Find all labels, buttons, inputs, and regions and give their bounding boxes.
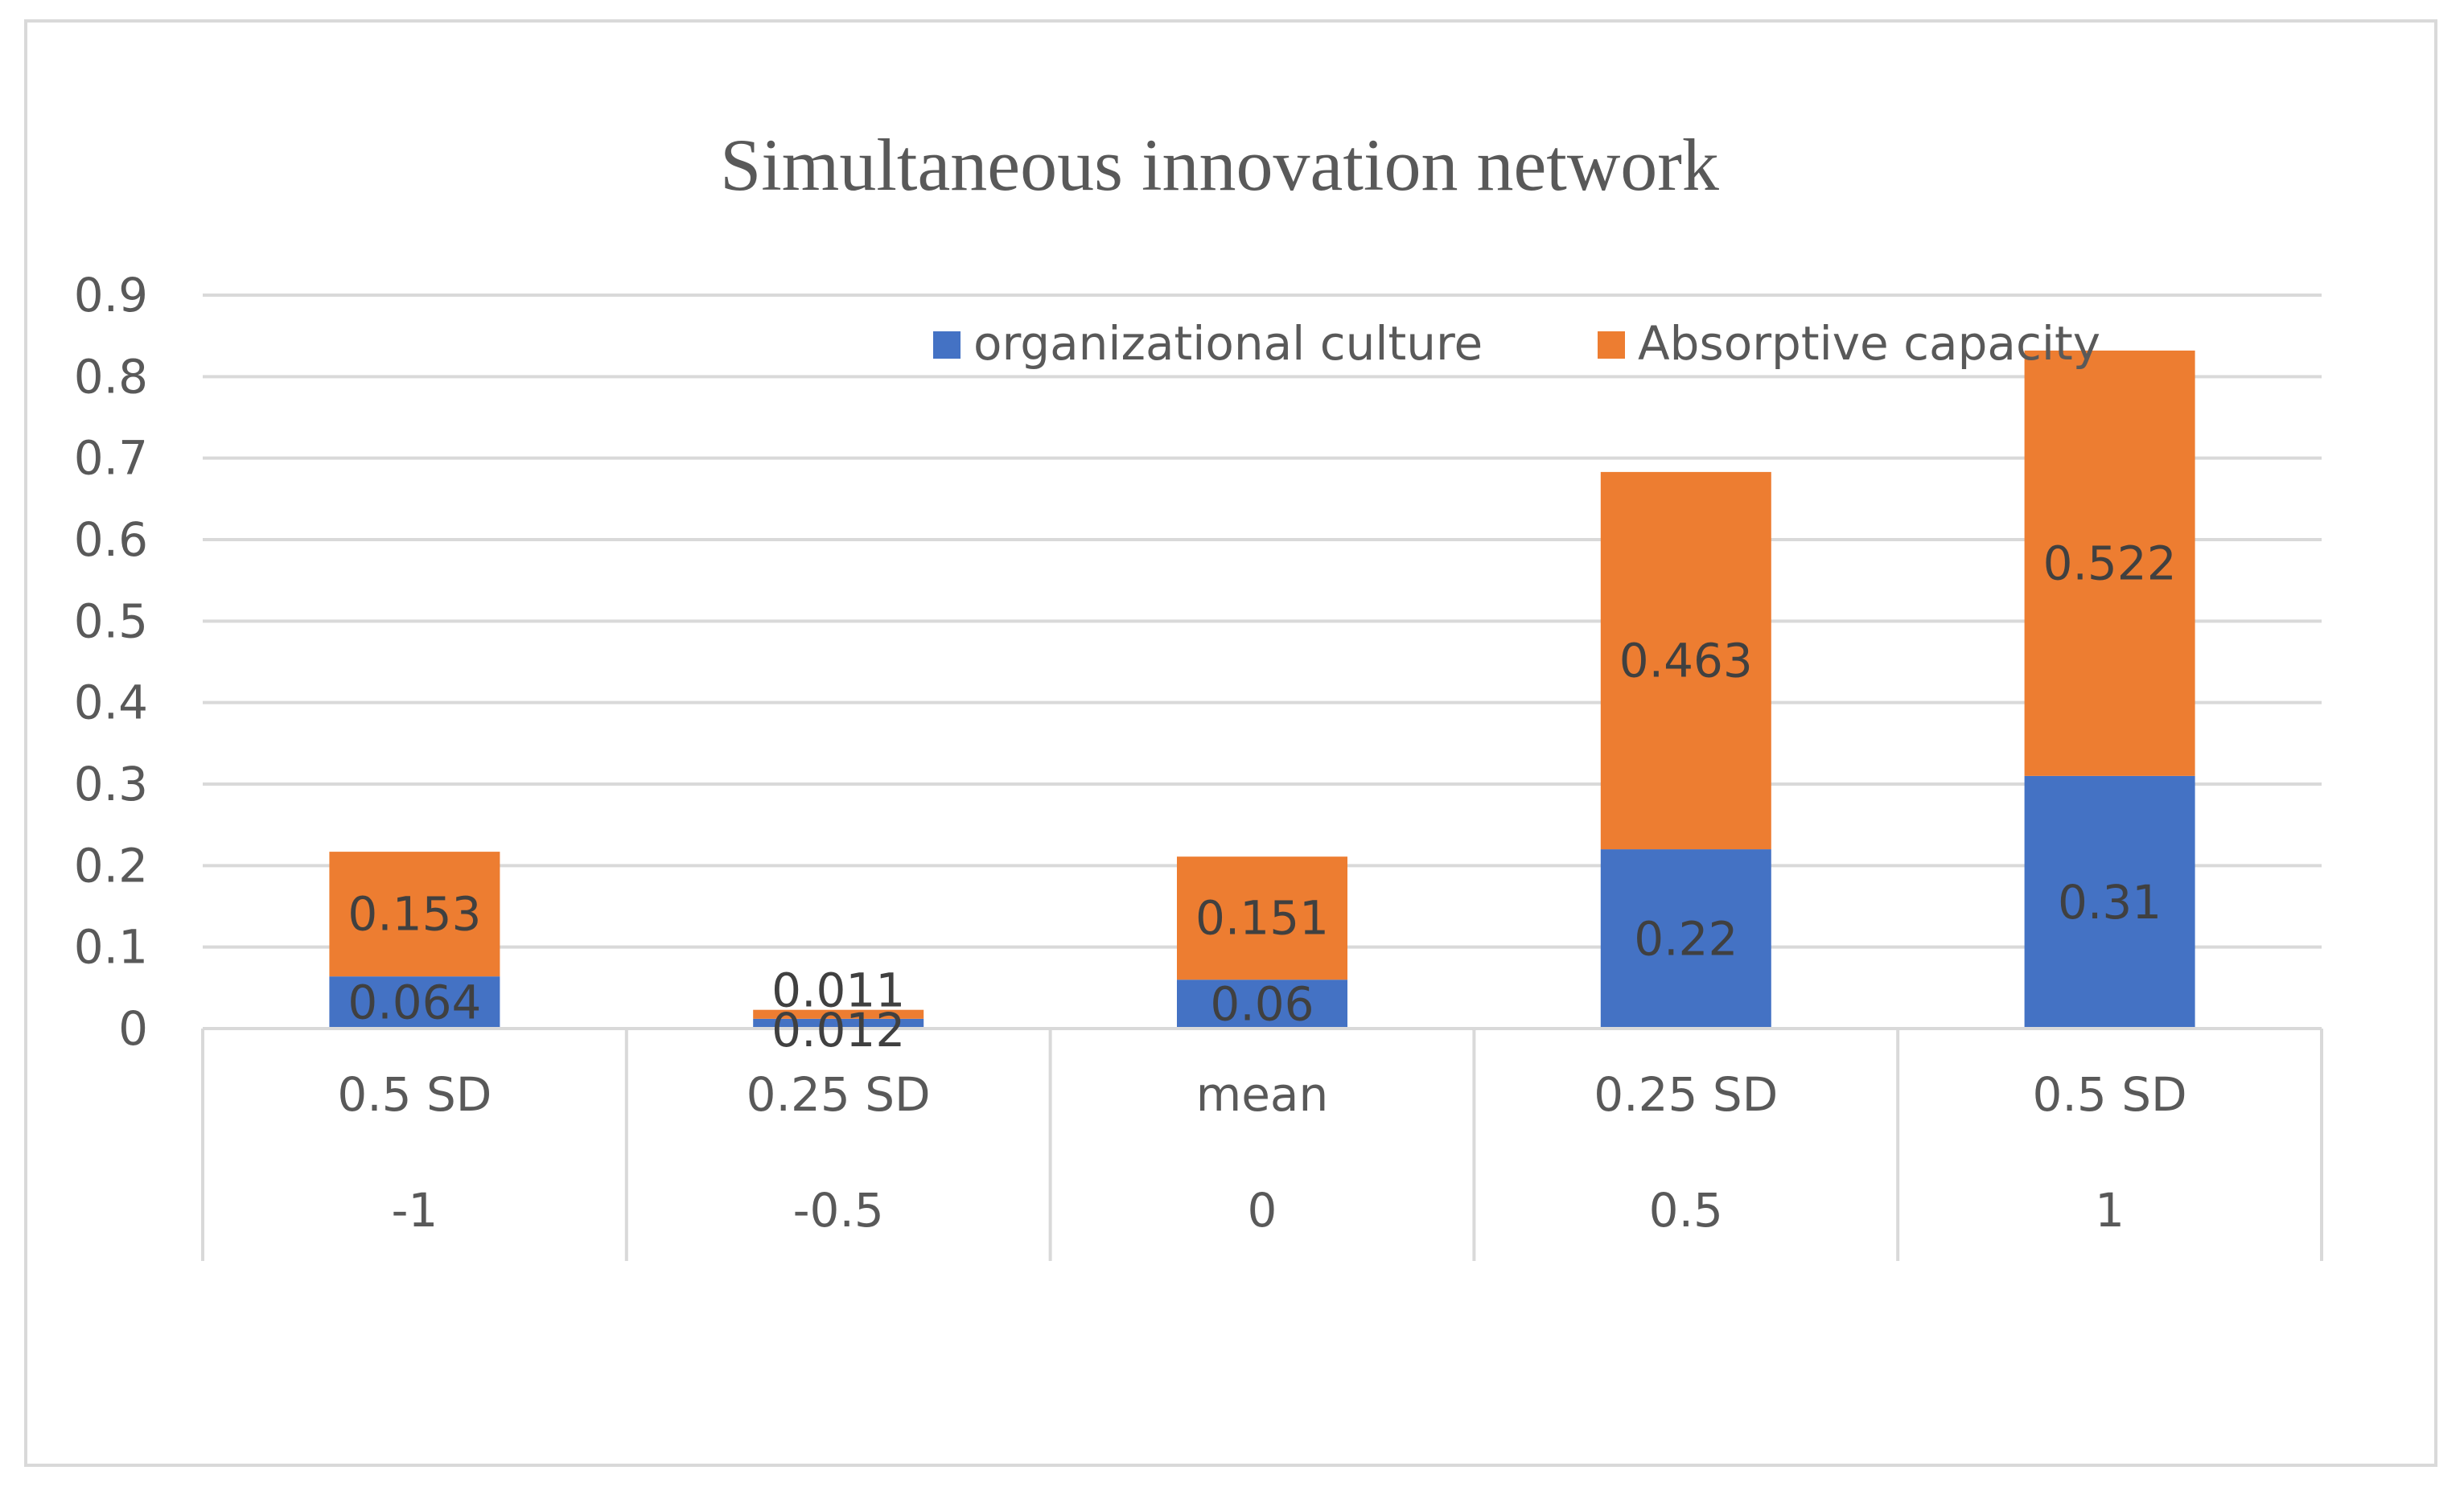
data-label: 0.31 bbox=[2058, 875, 2162, 930]
legend: organizational culture Absorptive capacit… bbox=[933, 316, 2100, 371]
y-tick-label: 0.7 bbox=[74, 431, 148, 486]
x-tick-label-level2: -1 bbox=[391, 1183, 438, 1238]
gridlines bbox=[203, 294, 2322, 1030]
y-tick-label: 0.9 bbox=[74, 268, 148, 322]
bar-organizational-culture bbox=[1600, 849, 1771, 1029]
y-tick-label: 0 bbox=[118, 1001, 148, 1056]
x-tick-label-level1: 0.25 SD bbox=[747, 1067, 931, 1122]
data-label: 0.153 bbox=[348, 887, 481, 942]
bar-absorptive-capacity bbox=[1600, 471, 1771, 850]
x-tick-label-level1: 0.25 SD bbox=[1594, 1067, 1778, 1122]
bar-absorptive-capacity bbox=[753, 1009, 924, 1019]
data-label: 0.22 bbox=[1634, 912, 1738, 967]
bar-organizational-culture bbox=[1177, 980, 1347, 1029]
y-tick-label: 0.5 bbox=[74, 593, 148, 648]
data-label: 0.463 bbox=[1619, 633, 1753, 688]
bar-absorptive-capacity bbox=[2024, 350, 2195, 776]
legend-swatch bbox=[933, 331, 961, 359]
y-tick-label: 0.2 bbox=[74, 838, 148, 893]
x-tick-label-level1: mean bbox=[1196, 1067, 1328, 1122]
chart-frame: Simultaneous innovation network 0 0.1 0.2 0… bbox=[24, 19, 2437, 1467]
x-tick-label-level1: 0.5 SD bbox=[337, 1067, 492, 1122]
chart-svg: Simultaneous innovation network 00.10.20… bbox=[74, 124, 2323, 1261]
x-tick-label-level2: 1 bbox=[2095, 1183, 2125, 1238]
bar-absorptive-capacity bbox=[1177, 856, 1347, 980]
x-tick-label-level2: -0.5 bbox=[793, 1183, 884, 1238]
legend-label: Absorptive capacity bbox=[1638, 316, 2100, 371]
data-label: 0.064 bbox=[348, 975, 481, 1030]
data-label: 0.151 bbox=[1195, 891, 1329, 946]
chart-title: Simultaneous innovation network bbox=[720, 124, 1719, 206]
y-tick-label: 0.4 bbox=[74, 676, 148, 730]
bar-organizational-culture bbox=[2024, 775, 2195, 1029]
legend-swatch bbox=[1598, 331, 1625, 359]
data-label: 0.011 bbox=[771, 963, 905, 1018]
data-label: 0.012 bbox=[771, 1003, 905, 1058]
y-tick-label: 0.6 bbox=[74, 512, 148, 567]
x-tick-label-level2: 0 bbox=[1248, 1183, 1277, 1238]
y-axis-ticks: 0 0.1 0.2 0.3 0.4 0.5 0.6 0.7 0.8 0.9 bbox=[74, 268, 148, 1056]
y-tick-label: 0.1 bbox=[74, 920, 148, 975]
data-label: 0.06 bbox=[1210, 977, 1314, 1032]
y-tick-label: 0.3 bbox=[74, 757, 148, 811]
bars bbox=[329, 350, 2195, 1029]
x-tick-label-level2: 0.5 bbox=[1649, 1183, 1723, 1238]
bar-organizational-culture bbox=[753, 1018, 924, 1029]
bar-organizational-culture bbox=[329, 976, 500, 1029]
y-tick-label: 0.8 bbox=[74, 349, 148, 404]
legend-label: organizational culture bbox=[973, 316, 1483, 371]
data-label: 0.522 bbox=[2043, 536, 2177, 590]
x-axis: 0.5 SD -1 0.25 SD -0.5 mean 0 0.25 SD 0.5 0.5 SD… bbox=[201, 1027, 2323, 1261]
bar-absorptive-capacity bbox=[329, 852, 500, 977]
x-tick-label-level1: 0.5 SD bbox=[2033, 1067, 2187, 1122]
